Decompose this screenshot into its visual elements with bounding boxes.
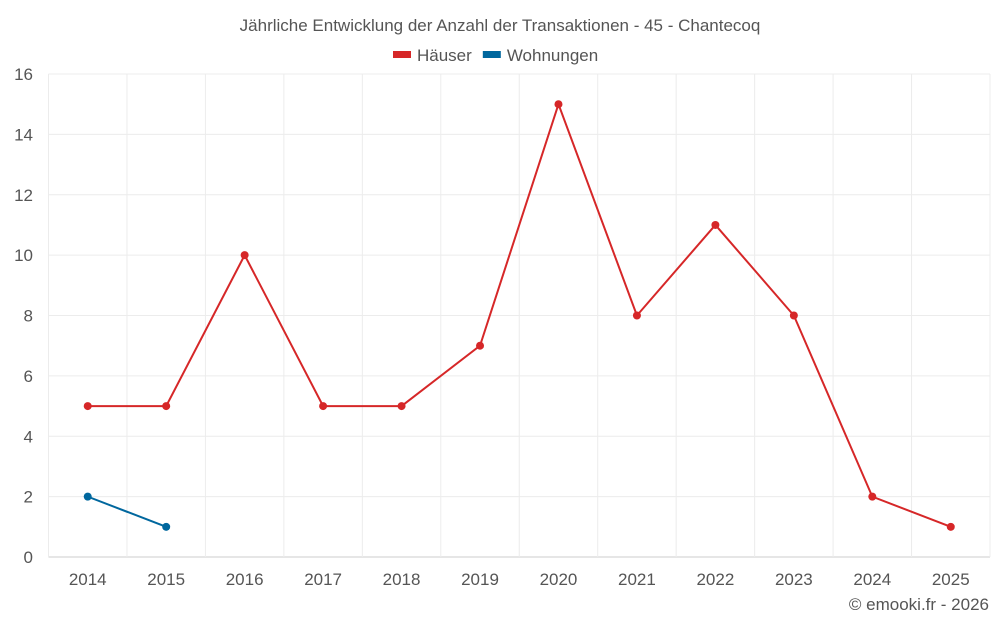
x-tick-label: 2020 bbox=[540, 570, 578, 589]
x-tick-label: 2016 bbox=[226, 570, 264, 589]
series-group bbox=[83, 100, 955, 531]
x-tick-label: 2018 bbox=[383, 570, 421, 589]
y-tick-label: 10 bbox=[14, 246, 33, 265]
data-point bbox=[476, 341, 485, 350]
data-point bbox=[868, 492, 877, 501]
series-wohnungen bbox=[83, 492, 171, 531]
x-tick-label: 2014 bbox=[69, 570, 107, 589]
legend-label: Wohnungen bbox=[507, 46, 598, 65]
x-tick-label: 2015 bbox=[147, 570, 185, 589]
legend-swatch bbox=[482, 51, 501, 58]
series-line bbox=[87, 495, 167, 528]
series-line bbox=[87, 101, 952, 528]
data-point bbox=[554, 100, 563, 109]
data-point bbox=[319, 402, 328, 411]
data-point bbox=[711, 220, 720, 229]
data-point bbox=[83, 402, 92, 411]
data-point bbox=[397, 402, 406, 411]
x-tick-label: 2019 bbox=[461, 570, 499, 589]
data-point bbox=[946, 522, 955, 531]
y-tick-label: 14 bbox=[14, 125, 33, 144]
data-point bbox=[789, 311, 798, 320]
data-point bbox=[162, 522, 171, 531]
y-tick-label: 8 bbox=[24, 307, 33, 326]
x-tick-label: 2022 bbox=[696, 570, 734, 589]
data-point bbox=[240, 251, 249, 260]
gridlines bbox=[48, 73, 991, 558]
y-tick-label: 0 bbox=[24, 548, 33, 567]
x-tick-label: 2025 bbox=[932, 570, 970, 589]
legend: Häuser Wohnungen bbox=[393, 46, 598, 65]
data-point bbox=[83, 492, 92, 501]
legend-swatch bbox=[393, 51, 411, 58]
axes: 0 2 4 6 8 10 12 14 16 2014 2015 2016 2017 2018 2019 202… bbox=[14, 65, 970, 589]
data-point bbox=[162, 402, 171, 411]
y-tick-label: 4 bbox=[24, 427, 33, 446]
y-tick-label: 16 bbox=[14, 65, 33, 84]
data-point bbox=[632, 311, 641, 320]
chart-title: Jährliche Entwicklung der Anzahl der Tra… bbox=[240, 16, 761, 35]
x-tick-label: 2024 bbox=[853, 570, 891, 589]
legend-label: Häuser bbox=[417, 46, 472, 65]
copyright-credit: © emooki.fr - 2026 bbox=[849, 595, 989, 614]
y-tick-label: 12 bbox=[14, 186, 33, 205]
series-häuser bbox=[83, 100, 955, 531]
y-tick-label: 2 bbox=[24, 488, 33, 507]
x-tick-label: 2021 bbox=[618, 570, 656, 589]
x-tick-label: 2017 bbox=[304, 570, 342, 589]
y-tick-label: 6 bbox=[24, 367, 33, 386]
x-tick-label: 2023 bbox=[775, 570, 813, 589]
